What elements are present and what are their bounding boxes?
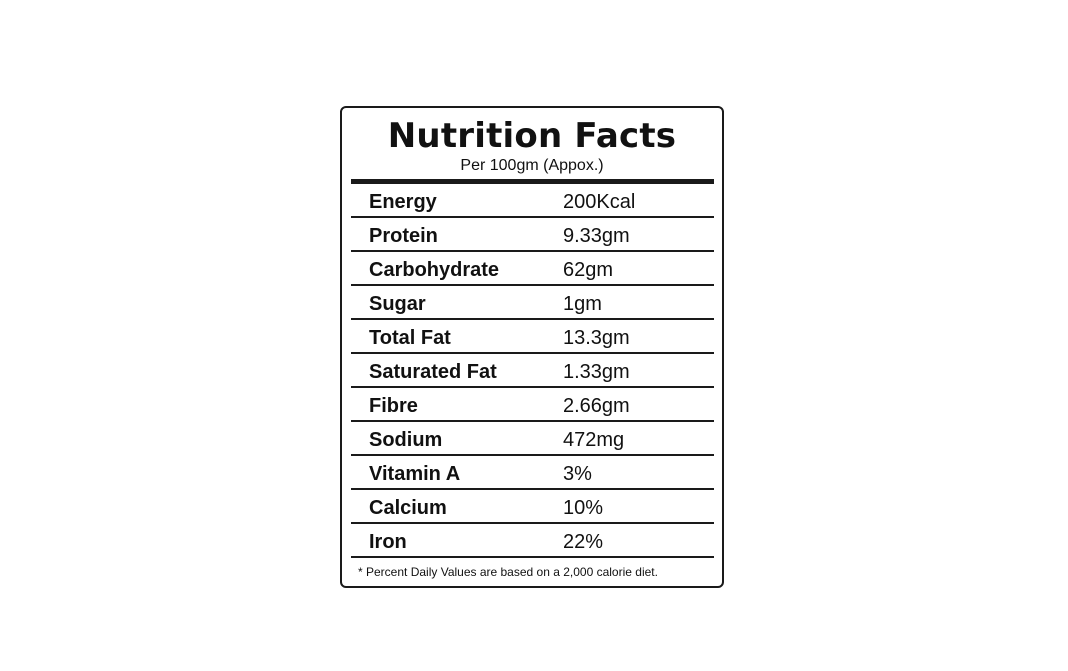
nutrient-value: 9.33gm: [563, 225, 630, 247]
nutrient-row-iron: Iron 22%: [351, 524, 714, 558]
nutrient-name: Saturated Fat: [369, 361, 497, 383]
nutrient-row-sugar: Sugar 1gm: [351, 286, 714, 320]
daily-value-footnote: * Percent Daily Values are based on a 2,…: [358, 565, 658, 579]
nutrient-row-carbohydrate: Carbohydrate 62gm: [351, 252, 714, 286]
header-divider: [351, 179, 714, 184]
serving-size-note: Per 100gm (Appox.): [460, 157, 604, 174]
nutrient-value: 62gm: [563, 259, 614, 281]
nutrient-value: 22%: [563, 531, 604, 553]
nutrient-row-sodium: Sodium 472mg: [351, 422, 714, 456]
nutrition-facts-label: Nutrition Facts Per 100gm (Appox.) Energ…: [340, 106, 724, 588]
nutrient-name: Energy: [369, 191, 437, 213]
nutrient-name: Calcium: [369, 497, 447, 519]
nutrient-value: 200Kcal: [563, 191, 636, 213]
nutrient-name: Protein: [369, 225, 438, 247]
nutrient-value: 1gm: [563, 293, 602, 315]
nutrient-table: Energy 200Kcal Protein 9.33gm Carbohydra…: [351, 184, 714, 558]
nutrient-row-vitamin-a: Vitamin A 3%: [351, 456, 714, 490]
nutrient-name: Sugar: [369, 293, 426, 315]
nutrient-row-total-fat: Total Fat 13.3gm: [351, 320, 714, 354]
label-title: Nutrition Facts: [387, 116, 677, 156]
nutrient-value: 2.66gm: [563, 395, 630, 417]
nutrient-row-calcium: Calcium 10%: [351, 490, 714, 524]
nutrient-name: Vitamin A: [369, 463, 461, 485]
nutrient-name: Total Fat: [369, 327, 451, 349]
nutrient-value: 1.33gm: [563, 361, 630, 383]
nutrient-row-energy: Energy 200Kcal: [351, 184, 714, 218]
nutrient-row-saturated-fat: Saturated Fat 1.33gm: [351, 354, 714, 388]
nutrient-name: Fibre: [369, 395, 418, 417]
nutrient-row-protein: Protein 9.33gm: [351, 218, 714, 252]
nutrient-value: 13.3gm: [563, 327, 630, 349]
nutrient-value: 3%: [563, 463, 592, 485]
nutrient-name: Carbohydrate: [369, 259, 500, 281]
nutrient-row-fibre: Fibre 2.66gm: [351, 388, 714, 422]
nutrient-name: Sodium: [369, 429, 443, 451]
nutrient-value: 10%: [563, 497, 604, 519]
nutrient-name: Iron: [369, 531, 407, 553]
nutrient-value: 472mg: [563, 429, 625, 451]
